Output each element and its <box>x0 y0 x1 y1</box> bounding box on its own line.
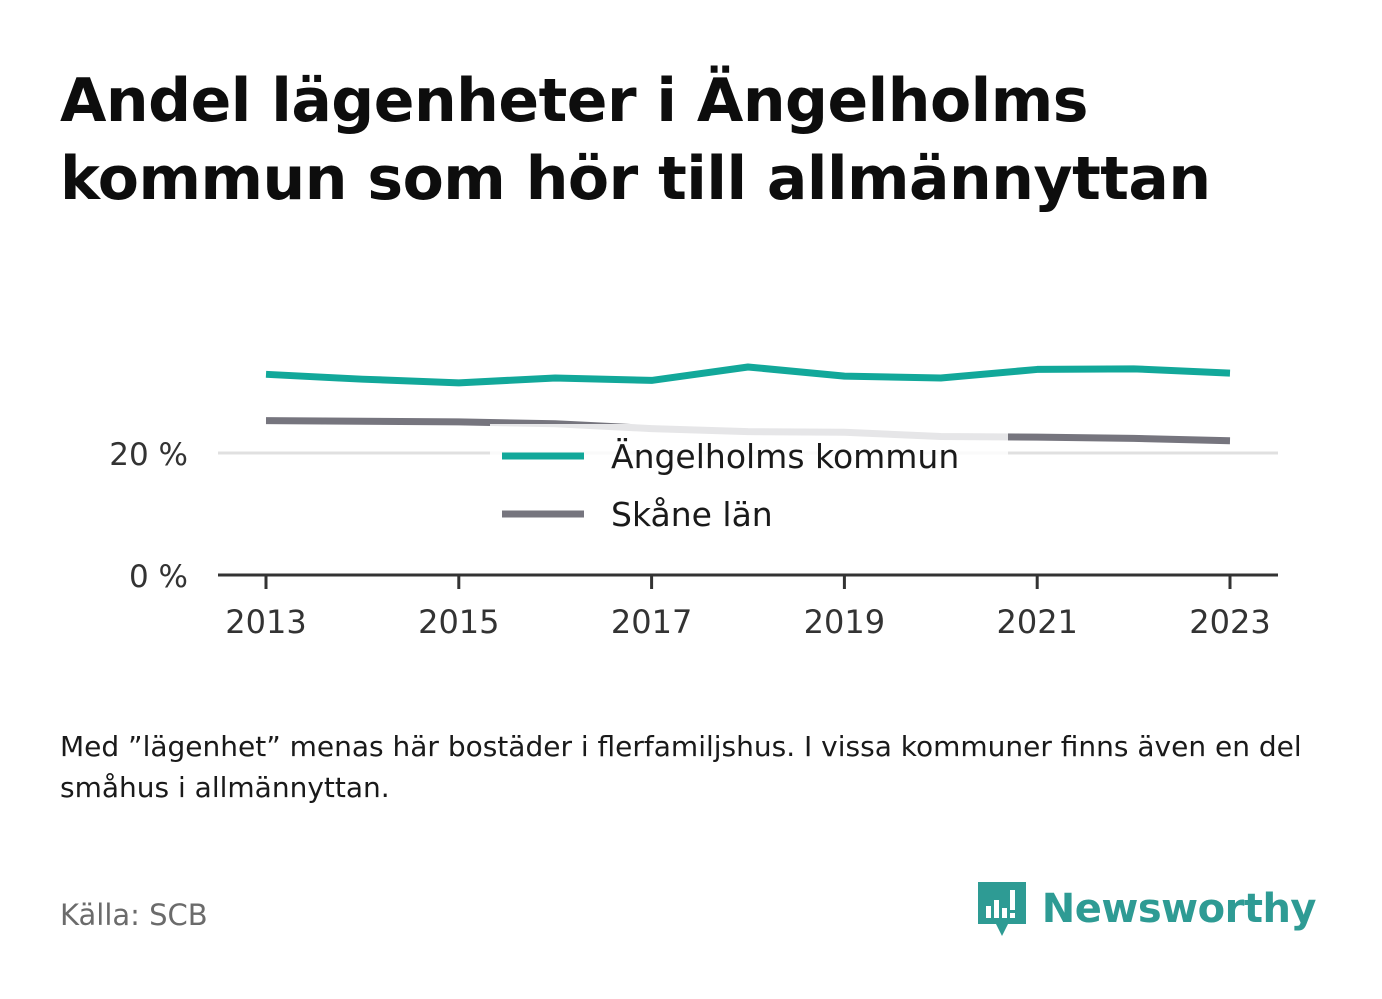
source-label: Källa: SCB <box>60 898 208 932</box>
chart-title: Andel lägenheter i Ängelholms kommun som… <box>60 66 1211 214</box>
x-tick-label: 2023 <box>1189 603 1270 641</box>
y-tick-label: 20 % <box>109 437 188 473</box>
axes: 0 % 20 % 2013 2015 2017 2019 2021 2023 <box>109 437 1278 641</box>
x-tick-label: 2015 <box>418 603 499 641</box>
brand-name: Newsworthy <box>1041 886 1317 932</box>
legend: Ängelholms kommun Skåne län <box>490 424 1008 542</box>
chart-note: Med ”lägenhet” menas här bostäder i fler… <box>60 730 1302 804</box>
legend-label: Skåne län <box>611 495 773 534</box>
newsworthy-logo-icon <box>977 882 1026 936</box>
legend-label: Ängelholms kommun <box>611 437 959 476</box>
x-tick-label: 2017 <box>611 603 692 641</box>
brand-logo[interactable]: Newsworthy <box>976 878 1317 940</box>
legend-background <box>490 424 1008 542</box>
x-tick-label: 2013 <box>225 603 306 641</box>
x-tick-label: 2021 <box>996 603 1077 641</box>
series-line <box>265 363 1231 387</box>
x-tick-label: 2019 <box>804 603 885 641</box>
y-tick-label: 0 % <box>129 559 188 595</box>
